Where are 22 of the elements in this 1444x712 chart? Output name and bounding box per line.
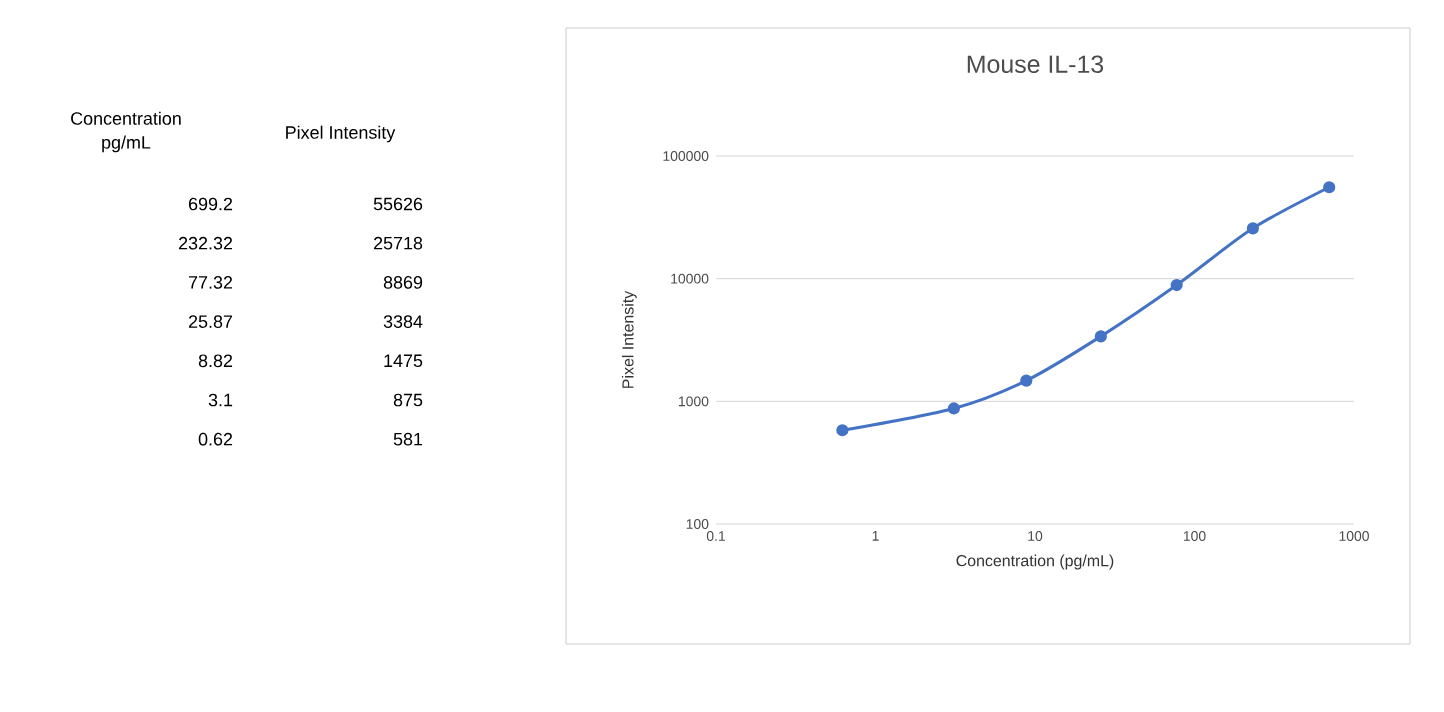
text: 8.82 [198,354,233,368]
text: 581 [393,432,423,446]
text: 699.2 [188,197,233,211]
text: 875 [393,393,423,407]
text: 3.1 [208,393,233,407]
text: 25718 [374,236,423,250]
point [1246,222,1259,235]
text: 25.87 [188,315,233,328]
point [1094,330,1107,343]
point [1020,374,1033,387]
text: Pixel Intensity [286,125,396,143]
text: Concentration pg/mL [71,111,181,153]
text: 77.32 [188,276,233,289]
text: 8869 [383,276,423,289]
text: 3384 [383,315,423,328]
text: 0.62 [198,432,233,446]
text: 1475 [384,354,423,368]
text: 232.32 [179,236,233,250]
point [1170,278,1183,292]
text: 55626 [373,197,423,211]
chart-title: Mouse IL-13 [967,55,1104,73]
point [1323,181,1336,194]
